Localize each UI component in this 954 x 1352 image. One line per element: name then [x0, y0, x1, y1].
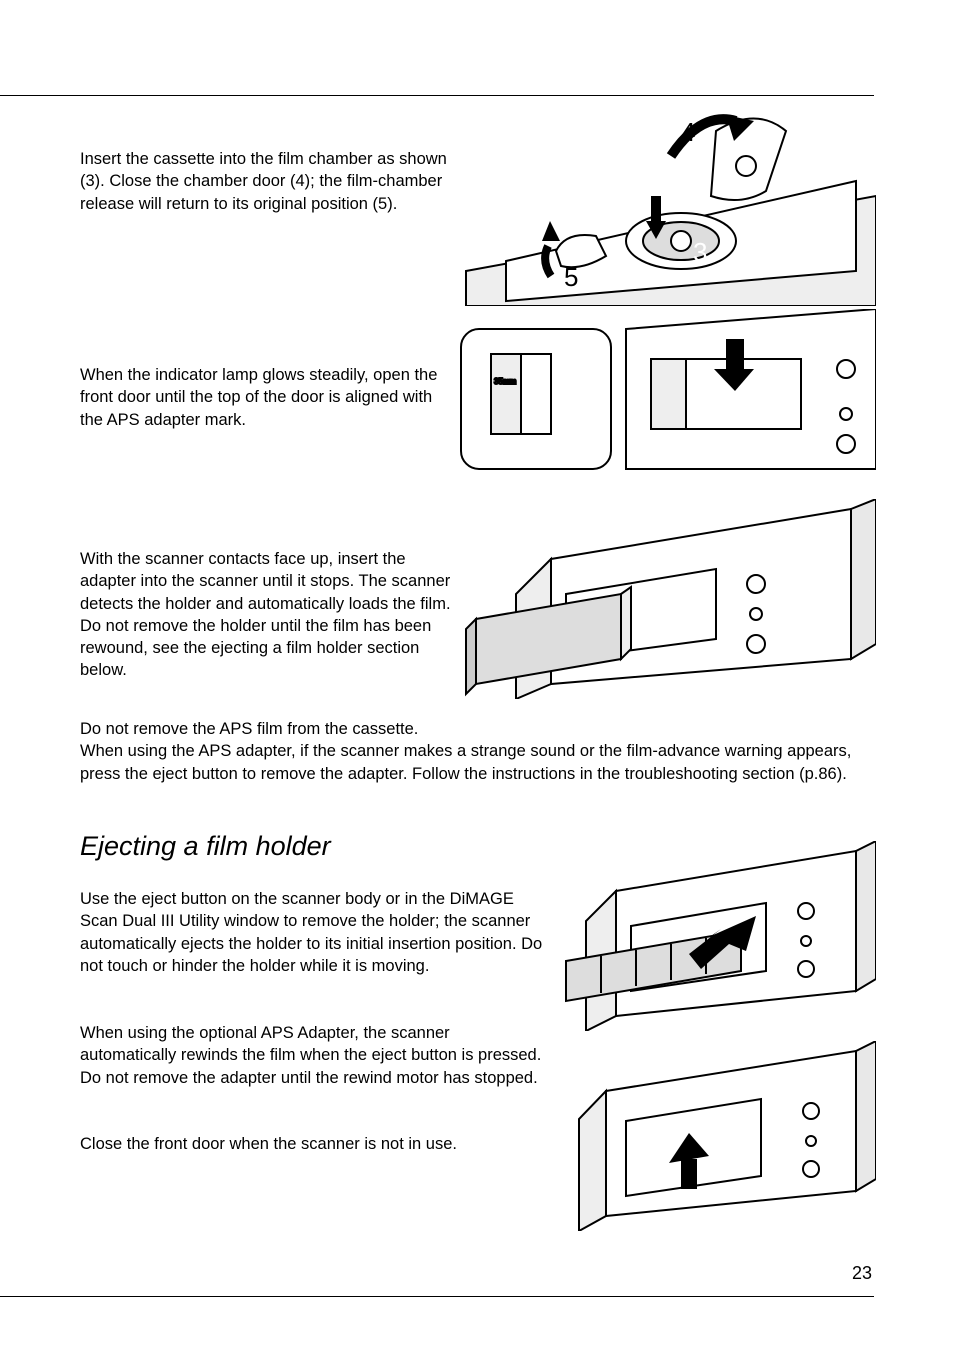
figure-eject-holder: [560, 840, 875, 1030]
page-number: 23: [852, 1263, 872, 1284]
paragraph-insert-adapter: With the scanner contacts face up, inser…: [80, 548, 460, 682]
paragraph-indicator-lamp: When the indicator lamp glows steadily, …: [80, 364, 450, 431]
figure-close-door: [560, 1040, 875, 1230]
callout-4: 4: [681, 117, 695, 147]
svg-text:35mm: 35mm: [494, 377, 517, 386]
paragraph-aps-warning: Do not remove the APS film from the cass…: [80, 718, 875, 785]
paragraph-insert-cassette: Insert the cassette into the film chambe…: [80, 148, 450, 215]
paragraph-close-door: Close the front door when the scanner is…: [80, 1133, 550, 1155]
paragraph-aps-rewind: When using the optional APS Adapter, the…: [80, 1022, 550, 1089]
figure-cassette-chamber: 4 3 5: [455, 100, 875, 305]
callout-3: 3: [693, 237, 707, 267]
top-rule: [0, 95, 874, 96]
figure-front-door: 35mm: [455, 308, 875, 478]
manual-page: Insert the cassette into the film chambe…: [0, 0, 954, 1352]
bottom-rule: [0, 1296, 874, 1297]
heading-ejecting: Ejecting a film holder: [80, 831, 331, 862]
callout-5: 5: [564, 262, 578, 292]
figure-insert-adapter: [455, 498, 875, 698]
paragraph-eject-button: Use the eject button on the scanner body…: [80, 888, 550, 977]
